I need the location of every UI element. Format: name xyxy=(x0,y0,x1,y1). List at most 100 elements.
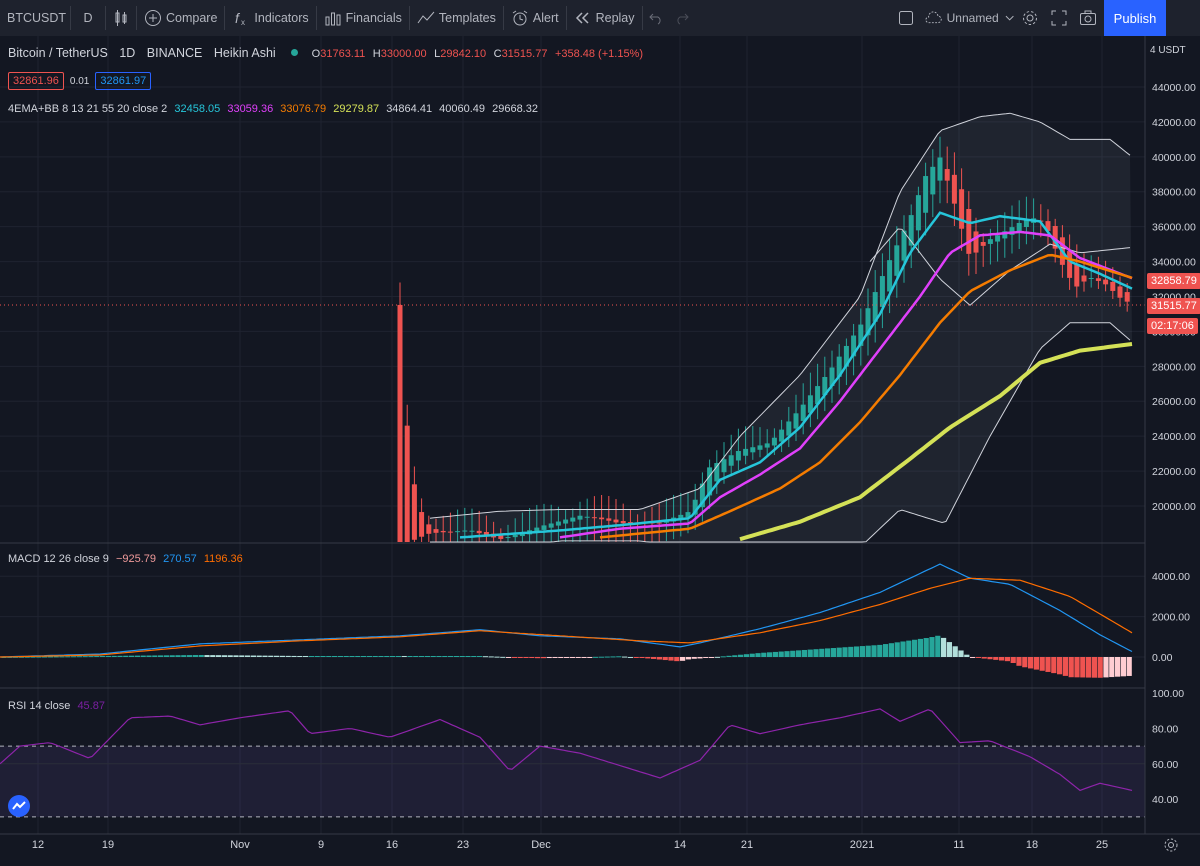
compare-button[interactable]: Compare xyxy=(137,0,224,36)
macd-histogram-bar xyxy=(999,657,1005,661)
templates-label: Templates xyxy=(438,11,496,25)
macd-histogram-bar xyxy=(453,655,459,657)
buy-button[interactable]: 32861.97 xyxy=(95,72,152,90)
macd-legend[interactable]: MACD 12 26 close 9 −925.79 270.57 1196.3… xyxy=(8,553,247,565)
candle-body xyxy=(462,530,468,532)
macd-histogram-bar xyxy=(807,649,813,657)
settings-button[interactable] xyxy=(1017,0,1043,36)
macd-histogram-bar xyxy=(691,657,697,659)
candle-body xyxy=(923,176,929,213)
financials-button[interactable]: Financials xyxy=(317,0,409,36)
macd-histogram-bar xyxy=(1097,657,1103,678)
macd-histogram-bar xyxy=(987,657,993,660)
macd-histogram-bar xyxy=(111,655,117,657)
macd-histogram-bar xyxy=(790,650,796,657)
candle-body xyxy=(1117,286,1123,298)
chart-area[interactable]: 44000.00 42000.00 40000.00 38000.00 36000.00… xyxy=(0,36,1200,866)
candle-body xyxy=(959,189,965,229)
replay-button[interactable]: Replay xyxy=(567,0,642,36)
high-value: 33000.00 xyxy=(380,48,427,60)
macd-histogram-bar xyxy=(169,655,175,657)
macd-histogram-bar xyxy=(210,655,216,657)
symbol-legend[interactable]: Bitcoin / TetherUS 1D BINANCE Heikin Ash… xyxy=(8,46,647,60)
candle-body xyxy=(577,515,583,520)
macd-histogram-bar xyxy=(53,656,59,658)
layout-name-button[interactable]: Unnamed xyxy=(924,0,1014,36)
macd-histogram-bar xyxy=(221,655,227,657)
macd-histogram-bar xyxy=(558,657,564,658)
candle-body xyxy=(815,386,821,405)
candle-body xyxy=(872,292,878,322)
macd-histogram-bar xyxy=(738,654,744,657)
macd-histogram-bar xyxy=(279,655,285,657)
fullscreen-button[interactable] xyxy=(1046,0,1072,36)
macd-histogram-bar xyxy=(152,655,158,657)
rsi-line xyxy=(0,708,1133,792)
macd-histogram-bar xyxy=(784,651,790,657)
multi-layout-button[interactable] xyxy=(893,0,919,36)
candle-body xyxy=(894,245,900,276)
alert-label: Alert xyxy=(532,11,559,25)
rewind-icon xyxy=(575,12,589,24)
macd-histogram-bar xyxy=(395,655,401,657)
redo-button[interactable] xyxy=(669,0,695,36)
ema-55-line xyxy=(739,342,1133,542)
candle-body xyxy=(483,531,489,536)
chart-type-button[interactable] xyxy=(106,0,136,36)
macd-histogram-bar xyxy=(546,657,552,659)
templates-button[interactable]: Templates xyxy=(410,0,503,36)
macd-histogram-bar xyxy=(685,657,691,660)
plus-circle-icon xyxy=(145,10,161,26)
ema21-value: 33076.79 xyxy=(280,103,327,115)
macd-histogram-bar xyxy=(1004,657,1010,662)
macd-histogram-bar xyxy=(871,645,877,657)
candle-body xyxy=(505,537,511,539)
price-axis-label: 26000.00 xyxy=(1152,396,1196,408)
low-value: 29842.10 xyxy=(440,48,487,60)
macd-histogram-bar xyxy=(593,656,599,658)
macd-histogram-bar xyxy=(216,655,222,657)
candle-body xyxy=(944,169,950,181)
candle-body xyxy=(1103,279,1109,285)
macd-histogram-bar xyxy=(622,656,628,658)
candle-body xyxy=(829,367,835,387)
rsi-legend[interactable]: RSI 14 close 45.87 xyxy=(8,700,109,712)
close-label: C xyxy=(493,48,502,60)
candle-body xyxy=(721,459,727,473)
time-axis-label: 11 xyxy=(953,839,964,851)
macd-histogram-bar xyxy=(291,655,297,657)
macd-histogram-bar xyxy=(140,655,146,657)
ema-13-line xyxy=(559,230,1133,539)
time-axis-settings-button[interactable] xyxy=(1163,837,1179,853)
candle-body xyxy=(678,514,684,520)
symbol-search-button[interactable]: BTCUSDT xyxy=(0,0,70,36)
macd-histogram-bar xyxy=(842,647,848,657)
time-axis[interactable]: 12 19 Nov 9 16 23 Dec 14 21 2021 11 18 25 xyxy=(32,839,1108,851)
macd-histogram-bar xyxy=(65,656,71,658)
candle-body xyxy=(534,527,540,533)
candle-body xyxy=(987,239,993,244)
candle-body xyxy=(1052,225,1058,249)
macd-histogram-bar xyxy=(656,657,662,660)
interval-button[interactable]: D xyxy=(71,0,105,36)
candle-body xyxy=(915,195,921,231)
candle-body xyxy=(779,429,785,442)
price-axis-label: 28000.00 xyxy=(1152,361,1196,373)
redo-icon xyxy=(676,13,689,25)
tradingview-logo-icon[interactable] xyxy=(8,795,30,817)
macd-hist-value: −925.79 xyxy=(115,553,157,565)
macd-histogram-bar xyxy=(494,656,500,658)
macd-histogram-bar xyxy=(71,656,77,658)
macd-histogram-bar xyxy=(552,657,558,658)
undo-button[interactable] xyxy=(643,0,669,36)
sell-button[interactable]: 32861.96 xyxy=(8,72,64,90)
publish-button[interactable]: Publish xyxy=(1104,0,1166,36)
macd-histogram-bar xyxy=(610,656,616,658)
ema-legend[interactable]: 4EMA+BB 8 13 21 55 20 close 2 32458.05 3… xyxy=(8,103,542,115)
alert-button[interactable]: Alert xyxy=(504,0,566,36)
snapshot-button[interactable] xyxy=(1075,0,1101,36)
macd-histogram-bar xyxy=(517,657,523,658)
financials-label: Financials xyxy=(345,11,402,25)
price-axis-label: 20000.00 xyxy=(1152,501,1196,513)
